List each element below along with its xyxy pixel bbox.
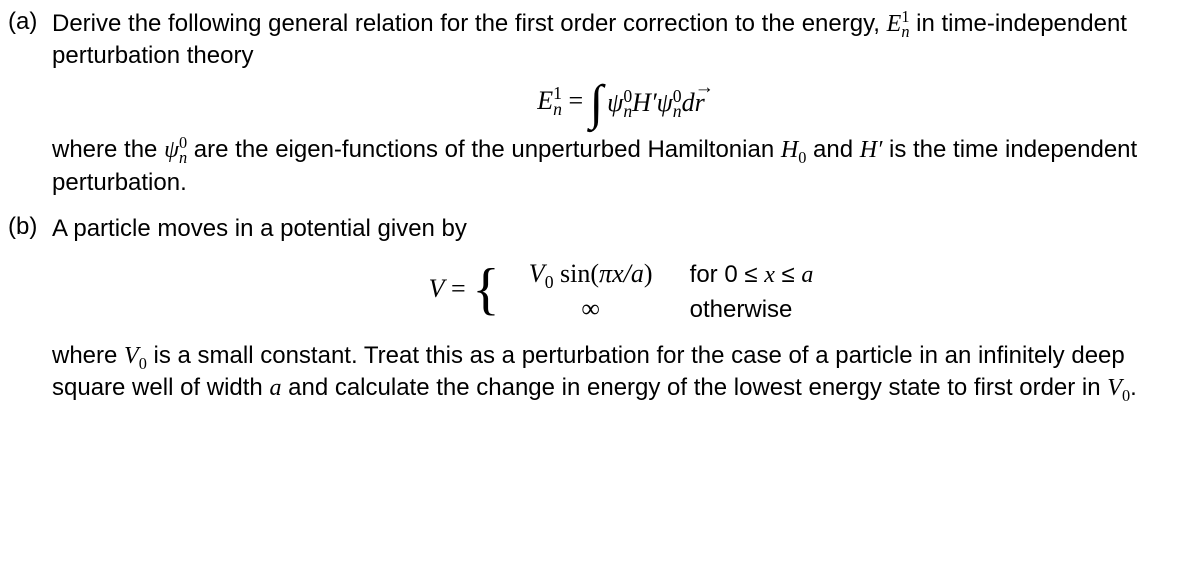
sym-equals: = [451,274,472,303]
sym-E: E [537,86,553,115]
part-a-para2: where the ψ0n are the eigen-functions of… [52,134,1190,199]
cases-row-2: ∞ otherwise [506,291,814,326]
integral-sign-icon: ∫ [590,86,604,121]
part-b-marker: (b) [8,211,52,243]
text: where [52,342,124,369]
sym-V: V [1107,375,1122,401]
part-a-para1: Derive the following general relation fo… [52,8,1190,73]
text: are the eigen-functions of the unperturb… [187,136,781,163]
part-a-equation: E1n = ∫ ψ0nH′ψ0nd→r [52,83,1190,121]
cases-row-1: V0 sin(πx/a) for 0 ≤ x ≤ a [506,256,814,291]
text: and calculate the change in energy of th… [281,374,1107,401]
vec-r: →r [695,85,705,120]
part-b-para2: where V0 is a small constant. Treat this… [52,340,1190,405]
subsup: 0n [623,89,632,121]
subsup: 0n [673,89,682,121]
part-b-equation: V = { V0 sin(πx/a) for 0 ≤ x ≤ a [52,256,1190,326]
sym-sin-open: sin( [554,259,600,288]
cases: { V0 sin(πx/a) for 0 ≤ x ≤ a ∞ [472,256,813,326]
sym-close: ) [644,259,653,288]
page: (a) Derive the following general relatio… [0,0,1200,584]
sym-E: E [887,11,902,37]
text: for 0 ≤ [690,261,765,288]
cases-row-2-cond: otherwise [676,294,793,326]
cases-row-1-expr: V0 sin(πx/a) [506,256,676,291]
inline-eq-a: a [269,375,281,401]
sym-pi: π [599,259,612,288]
inline-eq-V0-b: V0 [1107,375,1130,401]
sym-V: V [529,259,545,288]
inline-eq-E1n: E1n [887,11,910,37]
sub: 0 [545,272,554,292]
cases-row-1-cond: for 0 ≤ x ≤ a [676,259,814,291]
sub: n [673,104,682,120]
sym-Hprime: H′ [632,88,656,117]
text: where the [52,136,164,163]
sym-V: V [124,343,139,369]
sym-a: a [801,262,813,288]
cases-row-2-expr: ∞ [506,291,676,326]
sym-xa: x/a [612,259,644,288]
integral: ∫ ψ0nH′ψ0nd→r [590,85,705,120]
sym-equals: = [568,86,589,115]
sym-psi: ψ [657,88,673,117]
arrow-icon: → [695,75,705,101]
text: Derive the following general relation fo… [52,10,887,37]
subsup: 0n [179,136,187,165]
sym-H: H [781,137,798,163]
inline-eq-psi0n: ψ0n [164,137,187,163]
sym-psi: ψ [164,137,179,163]
text: and [806,136,859,163]
text: ≤ [775,261,802,288]
text: . [1130,374,1137,401]
part-a-body: Derive the following general relation fo… [52,6,1190,205]
inline-eq-Hprime: H′ [860,137,883,163]
left-brace-icon: { [472,266,499,315]
part-a: (a) Derive the following general relatio… [8,6,1190,205]
part-b-para1: A particle moves in a potential given by [52,213,1190,245]
integrand: ψ0nH′ψ0nd→r [607,85,705,120]
sub: 0 [1122,386,1130,405]
inline-eq-V0: V0 [124,343,147,369]
sub: 0 [139,354,147,373]
sym-psi: ψ [607,88,623,117]
subsup: 1n [553,86,562,118]
part-a-marker: (a) [8,6,52,38]
part-b-body: A particle moves in a potential given by… [52,211,1190,410]
sub: n [553,102,562,118]
eq-lhs: E1n [537,86,568,115]
cases-body: V0 sin(πx/a) for 0 ≤ x ≤ a ∞ otherwise [506,256,814,326]
sub: n [623,104,632,120]
sub: n [179,151,187,166]
inline-eq-H0: H0 [781,137,807,163]
sym-d: d [682,88,695,117]
sym-V: V [429,274,445,303]
part-b: (b) A particle moves in a potential give… [8,211,1190,410]
sym-x: x [764,262,775,288]
